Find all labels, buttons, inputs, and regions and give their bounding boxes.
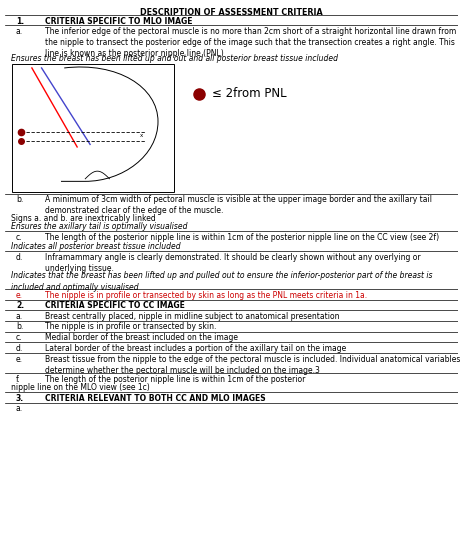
Text: The length of the posterior nipple line is within 1cm of the posterior nipple li: The length of the posterior nipple line … [45, 233, 439, 242]
Text: ≤ 2from PNL: ≤ 2from PNL [212, 87, 287, 100]
Text: e.: e. [16, 290, 23, 300]
Text: x: x [140, 133, 144, 138]
Text: d.: d. [16, 344, 23, 353]
Text: CRITERIA RELEVANT TO BOTH CC AND MLO IMAGES: CRITERIA RELEVANT TO BOTH CC AND MLO IMA… [45, 394, 266, 403]
Text: A minimum of 3cm width of pectoral muscle is visible at the upper image border a: A minimum of 3cm width of pectoral muscl… [45, 195, 432, 215]
Text: CRITERIA SPECIFIC TO MLO IMAGE: CRITERIA SPECIFIC TO MLO IMAGE [45, 17, 193, 26]
Text: The nipple is in profile or transected by skin.: The nipple is in profile or transected b… [45, 323, 217, 332]
Text: b.: b. [16, 323, 23, 332]
Text: The nipple is in profile or transected by skin as long as the PNL meets criteria: The nipple is in profile or transected b… [45, 290, 368, 300]
Text: Indicates that the breast has been lifted up and pulled out to ensure the inferi: Indicates that the breast has been lifte… [12, 271, 433, 292]
Text: Medial border of the breast included on the image: Medial border of the breast included on … [45, 333, 238, 342]
Text: d.: d. [16, 253, 23, 262]
Text: b.: b. [16, 195, 23, 204]
Text: nipple line on the MLO view (see 1c): nipple line on the MLO view (see 1c) [12, 383, 150, 392]
Text: The inferior edge of the pectoral muscle is no more than 2cm short of a straight: The inferior edge of the pectoral muscle… [45, 27, 457, 58]
Text: CRITERIA SPECIFIC TO CC IMAGE: CRITERIA SPECIFIC TO CC IMAGE [45, 301, 185, 310]
Text: Indicates all posterior breast tissue included: Indicates all posterior breast tissue in… [12, 242, 181, 251]
Bar [13, 64, 174, 192]
Text: 1.: 1. [16, 17, 24, 26]
Text: Ensures the axillary tail is optimally visualised: Ensures the axillary tail is optimally v… [12, 222, 188, 231]
Text: c.: c. [16, 233, 23, 242]
Text: The length of the posterior nipple line is within 1cm of the posterior: The length of the posterior nipple line … [45, 375, 306, 384]
Text: a.: a. [16, 312, 23, 320]
Text: 2.: 2. [16, 301, 24, 310]
Text: e.: e. [16, 355, 23, 364]
Text: a.: a. [16, 27, 23, 36]
Text: Lateral border of the breast includes a portion of the axillary tail on the imag: Lateral border of the breast includes a … [45, 344, 347, 353]
Text: Ensures the breast has been lifted up and out and all posterior breast tissue in: Ensures the breast has been lifted up an… [12, 54, 338, 63]
Text: a.: a. [16, 404, 23, 413]
Text: f.: f. [16, 375, 20, 384]
Text: 3.: 3. [16, 394, 24, 403]
Text: c.: c. [16, 333, 23, 342]
Text: Breast centrally placed, nipple in midline subject to anatomical presentation: Breast centrally placed, nipple in midli… [45, 312, 340, 320]
Text: Breast tissue from the nipple to the edge of the pectoral muscle is included. In: Breast tissue from the nipple to the edg… [45, 355, 461, 375]
Text: Inframammary angle is clearly demonstrated. It should be clearly shown without a: Inframammary angle is clearly demonstrat… [45, 253, 421, 273]
Text: DESCRIPTION OF ASSESSMENT CRITERIA: DESCRIPTION OF ASSESSMENT CRITERIA [140, 9, 323, 17]
Text: Signs a. and b. are inextricably linked: Signs a. and b. are inextricably linked [12, 214, 156, 223]
